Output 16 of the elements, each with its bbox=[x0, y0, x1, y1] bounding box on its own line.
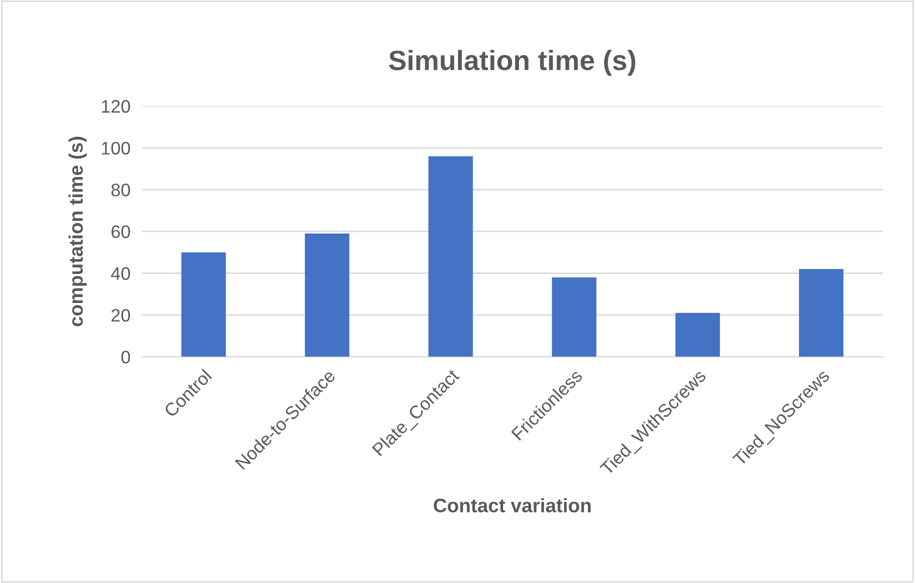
y-tick-label: 80 bbox=[111, 184, 130, 196]
y-tick-label: 100 bbox=[102, 142, 130, 155]
bar bbox=[675, 312, 720, 357]
y-tick-label: 40 bbox=[111, 267, 130, 280]
bar bbox=[798, 269, 844, 357]
x-axis-title: Contact variation bbox=[434, 498, 591, 512]
y-tick-label: 120 bbox=[102, 100, 130, 113]
y-tick-label: 20 bbox=[112, 308, 130, 322]
bar bbox=[552, 277, 596, 357]
y-tick-label: 0 bbox=[121, 350, 130, 364]
bar bbox=[428, 156, 473, 357]
chart-title: Simulation time (s) bbox=[388, 50, 636, 76]
bar bbox=[181, 252, 226, 357]
y-axis-title: computation time (s) bbox=[68, 136, 87, 326]
y-tick-label: 60 bbox=[112, 225, 130, 238]
bar bbox=[304, 234, 350, 357]
